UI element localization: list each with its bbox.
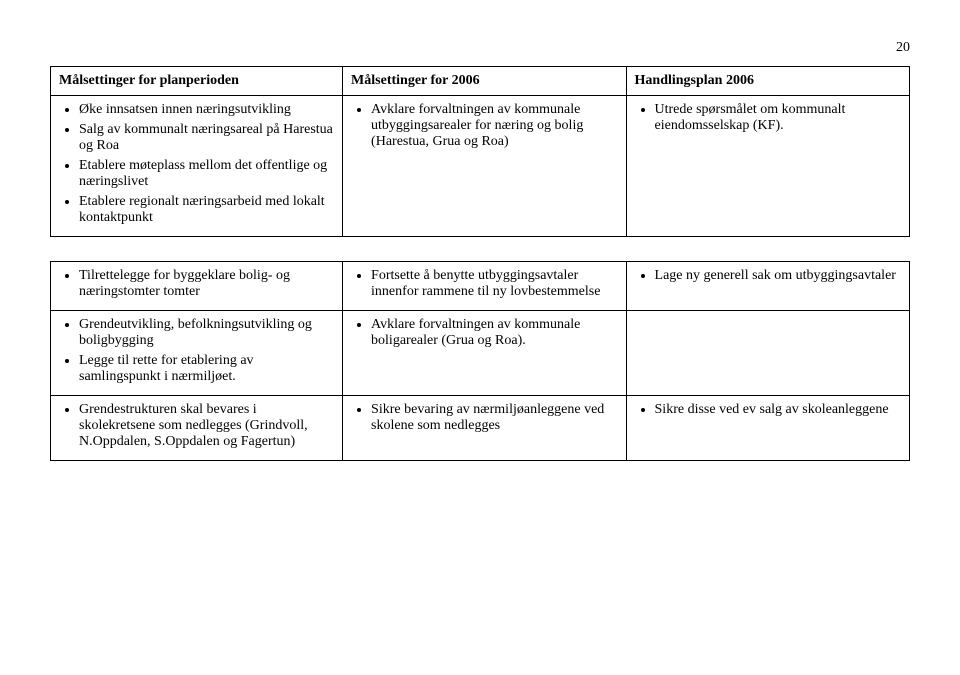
- header-col2: Handlingsplan 2006: [626, 67, 909, 96]
- header-row: Målsettinger for planperioden Målsetting…: [51, 67, 910, 96]
- list-item: Legge til rette for etablering av samlin…: [79, 353, 334, 385]
- list-item: Etablere regionalt næringsarbeid med lok…: [79, 194, 334, 226]
- list-item: Avklare forvaltningen av kommunale utbyg…: [371, 102, 617, 150]
- list-item: Sikre disse ved ev salg av skoleanleggen…: [655, 402, 901, 418]
- cell-r2-c0: Tilrettelegge for byggeklare bolig- og n…: [51, 262, 343, 311]
- list-item: Tilrettelegge for byggeklare bolig- og n…: [79, 268, 334, 300]
- list-item: Fortsette å benytte utbyggingsavtaler in…: [371, 268, 617, 300]
- header-col0: Målsettinger for planperioden: [51, 67, 343, 96]
- list-item: Øke innsatsen innen næringsutvikling: [79, 102, 334, 118]
- list-item: Sikre bevaring av nærmiljøanleggene ved …: [371, 402, 617, 434]
- cell-r3-c0: Grendeutvikling, befolkningsutvikling og…: [51, 311, 343, 396]
- page-number: 20: [50, 40, 910, 56]
- table-row: Tilrettelegge for byggeklare bolig- og n…: [51, 262, 910, 311]
- list-item: Utrede spørsmålet om kommunalt eiendomss…: [655, 102, 901, 134]
- list-item: Etablere møteplass mellom det offentlige…: [79, 158, 334, 190]
- list-item: Avklare forvaltningen av kommunale bolig…: [371, 317, 617, 349]
- plan-table: Målsettinger for planperioden Målsetting…: [50, 66, 910, 461]
- cell-r1-c2: Utrede spørsmålet om kommunalt eiendomss…: [626, 96, 909, 237]
- spacer-row: [51, 237, 910, 262]
- list-item: Salg av kommunalt næringsareal på Harest…: [79, 122, 334, 154]
- list-item: Lage ny generell sak om utbyggingsavtale…: [655, 268, 901, 284]
- table-row: Grendestrukturen skal bevares i skolekre…: [51, 396, 910, 461]
- cell-r2-c1: Fortsette å benytte utbyggingsavtaler in…: [343, 262, 626, 311]
- cell-r4-c0: Grendestrukturen skal bevares i skolekre…: [51, 396, 343, 461]
- cell-r3-c1: Avklare forvaltningen av kommunale bolig…: [343, 311, 626, 396]
- list-item: Grendestrukturen skal bevares i skolekre…: [79, 402, 334, 450]
- cell-r4-c2: Sikre disse ved ev salg av skoleanleggen…: [626, 396, 909, 461]
- table-row: Grendeutvikling, befolkningsutvikling og…: [51, 311, 910, 396]
- list-item: Grendeutvikling, befolkningsutvikling og…: [79, 317, 334, 349]
- table-row: Øke innsatsen innen næringsutvikling Sal…: [51, 96, 910, 237]
- cell-r3-c2: [626, 311, 909, 396]
- cell-r1-c1: Avklare forvaltningen av kommunale utbyg…: [343, 96, 626, 237]
- header-col1: Målsettinger for 2006: [343, 67, 626, 96]
- cell-r4-c1: Sikre bevaring av nærmiljøanleggene ved …: [343, 396, 626, 461]
- cell-r1-c0: Øke innsatsen innen næringsutvikling Sal…: [51, 96, 343, 237]
- cell-r2-c2: Lage ny generell sak om utbyggingsavtale…: [626, 262, 909, 311]
